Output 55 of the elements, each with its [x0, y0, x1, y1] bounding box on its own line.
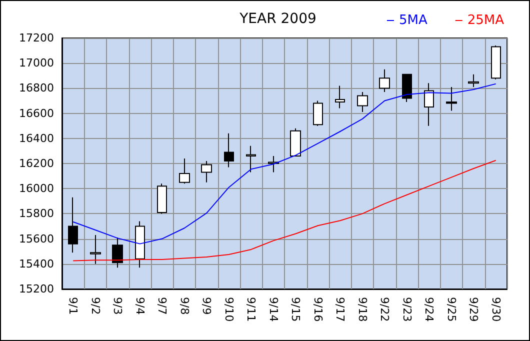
y-tick-label: 16000	[19, 182, 54, 196]
x-tick-label: 9/22	[378, 297, 392, 322]
x-tick-label: 9/7	[156, 297, 169, 315]
y-tick-label: 17000	[19, 56, 54, 70]
x-tick-label: 9/4	[133, 297, 146, 315]
x-tick-label: 9/16	[311, 297, 324, 322]
candlestick	[157, 183, 167, 214]
y-tick-label: 15400	[19, 257, 54, 270]
candlestick	[246, 145, 256, 173]
x-tick-label: 9/15	[289, 297, 302, 322]
y-tick-label: 16600	[19, 106, 54, 120]
candlestick	[402, 74, 412, 103]
candlestick	[224, 132, 234, 168]
x-tick-label: 9/8	[178, 297, 191, 315]
candlestick	[179, 158, 190, 184]
x-tick-label: 9/2	[88, 297, 102, 315]
candlestick	[424, 82, 434, 126]
x-tick-label: 9/10	[222, 297, 236, 322]
candlestick	[201, 160, 212, 183]
x-tick-label: 9/9	[200, 297, 214, 315]
legend-label: 5MA	[398, 13, 428, 28]
x-tick-label: 9/25	[444, 297, 458, 322]
y-tick-label: 16800	[19, 82, 54, 95]
candlestick	[68, 196, 78, 254]
x-tick-label: 9/23	[400, 297, 414, 322]
y-tick-label: 16400	[19, 132, 54, 145]
x-tick-label: 9/17	[334, 297, 347, 322]
x-tick-label: 9/29	[467, 297, 480, 322]
x-tick-label: 9/14	[266, 297, 280, 322]
chart-title: YEAR 2009	[238, 11, 316, 27]
x-tick-label: 9/30	[489, 297, 502, 322]
x-tick-label: 9/11	[244, 297, 258, 322]
candlestick	[135, 220, 145, 268]
candlestick	[468, 74, 479, 88]
candlestick	[90, 234, 101, 264]
y-tick-label: 17200	[19, 32, 54, 44]
x-tick-label: 9/24	[422, 297, 436, 322]
legend-label: 25MA	[467, 13, 504, 28]
x-tick-label: 9/18	[356, 297, 369, 322]
y-tick-label: 16200	[19, 157, 54, 170]
x-tick-label: 9/3	[111, 297, 124, 315]
candlestick	[112, 237, 123, 268]
candlestick	[290, 128, 301, 156]
candlestick	[313, 100, 323, 126]
line-series	[72, 160, 496, 262]
candlestick	[357, 91, 368, 113]
candlestick	[335, 85, 345, 109]
y-tick-label: 15200	[19, 282, 54, 296]
candlestick	[491, 45, 501, 80]
candlestick	[446, 86, 457, 112]
y-tick-label: 15600	[19, 232, 54, 246]
candlestick	[379, 68, 390, 92]
x-tick-label: 9/1	[66, 297, 80, 315]
line-series	[72, 83, 496, 244]
y-tick-label: 15800	[19, 207, 54, 220]
